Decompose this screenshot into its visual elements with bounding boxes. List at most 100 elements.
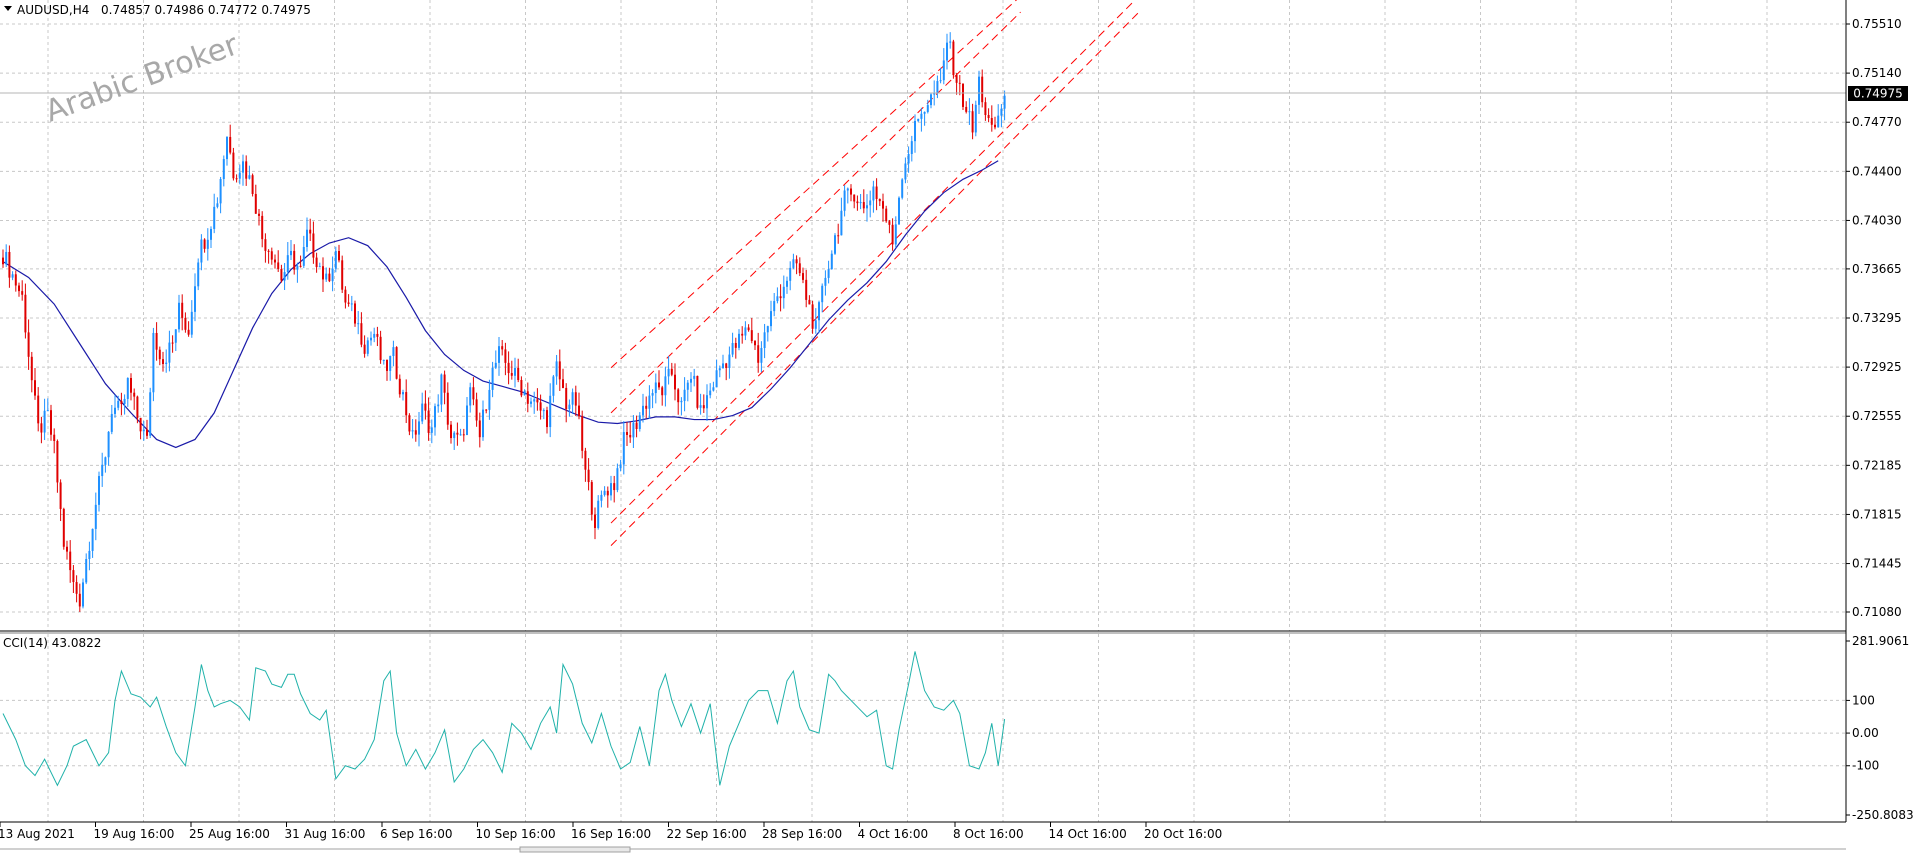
y-tick-label: 0.71815	[1852, 507, 1902, 521]
bear-candle	[280, 264, 283, 283]
cci-grid	[0, 634, 1846, 822]
bear-candle	[613, 475, 616, 503]
bear-candle	[984, 97, 987, 121]
bear-candle	[574, 385, 577, 417]
bull-candle	[667, 355, 670, 385]
bear-candle	[734, 337, 737, 359]
bear-candle	[802, 267, 804, 284]
x-tick-label: 25 Aug 16:00	[189, 827, 270, 841]
bull-candle	[434, 403, 436, 436]
bull-candle	[210, 226, 212, 249]
bull-candle	[88, 541, 91, 571]
bull-candle	[306, 217, 308, 252]
bear-candle	[424, 390, 427, 420]
y-tick-label: 0.73295	[1852, 311, 1902, 325]
bear-candle	[507, 351, 510, 385]
current-price-value: 0.74975	[1853, 87, 1903, 101]
dropdown-arrow-icon[interactable]	[4, 6, 12, 11]
bear-candle	[850, 184, 852, 202]
bull-candle	[706, 384, 708, 421]
bear-candle	[187, 321, 190, 337]
bull-candle	[760, 341, 763, 373]
y-tick-label: 0.74400	[1852, 164, 1902, 178]
bear-candle	[798, 257, 801, 277]
current-price-tag: 0.74975	[1848, 86, 1908, 101]
bear-candle	[885, 205, 888, 223]
cci-tick-label: -100	[1852, 759, 1879, 773]
bear-candle	[360, 312, 363, 348]
bear-candle	[853, 194, 856, 209]
bull-candle	[459, 428, 462, 436]
bull-candle	[152, 327, 155, 402]
bear-candle	[578, 392, 580, 420]
bear-candle	[501, 339, 504, 356]
x-tick-label: 28 Sep 16:00	[762, 827, 842, 841]
x-tick-label: 16 Sep 16:00	[571, 827, 651, 841]
bear-candle	[398, 374, 401, 398]
bear-candle	[805, 269, 808, 308]
bull-candle	[622, 421, 625, 475]
bull-candle	[491, 361, 494, 398]
bull-candle	[350, 295, 353, 312]
bull-candle	[552, 374, 555, 403]
channel-line-3[interactable]	[610, 0, 1139, 524]
bear-candle	[536, 388, 539, 411]
bear-candle	[629, 421, 632, 443]
bull-candle	[101, 452, 104, 487]
x-axis: 13 Aug 2021 19 Aug 16:00 25 Aug 16:00 31 Au…	[0, 822, 1222, 841]
bull-candle	[11, 271, 14, 281]
y-tick-label: 0.72925	[1852, 360, 1902, 374]
bear-candle	[958, 74, 961, 96]
chart-header: AUDUSD,H4 0.74857 0.74986 0.74772 0.7497…	[4, 3, 311, 17]
bear-candle	[133, 388, 136, 410]
bull-candle	[107, 431, 110, 466]
bear-candle	[363, 335, 366, 358]
bull-candle	[190, 300, 193, 338]
bear-candle	[626, 421, 628, 447]
bull-candle	[818, 300, 820, 334]
channel-line-4[interactable]	[610, 11, 1140, 546]
bull-candle	[402, 389, 404, 401]
bear-candle	[590, 480, 593, 521]
bear-candle	[245, 155, 248, 186]
bull-candle	[331, 256, 334, 292]
bear-candle	[376, 326, 379, 347]
bear-candle	[78, 583, 81, 612]
bear-candle	[661, 385, 664, 406]
cci-tick-label: -250.8083	[1852, 808, 1914, 822]
bear-candle	[485, 409, 488, 414]
bear-candle	[50, 404, 52, 441]
bull-candle	[5, 244, 8, 268]
channel-line-1[interactable]	[610, 0, 1021, 369]
bear-candle	[478, 412, 481, 448]
bull-candle	[830, 250, 833, 270]
bear-candle	[472, 377, 475, 406]
scrollbar-thumb[interactable]	[519, 846, 631, 853]
bear-candle	[658, 370, 660, 390]
bear-candle	[274, 254, 276, 269]
bull-candle	[923, 111, 926, 126]
bull-candle	[776, 287, 779, 304]
bear-candle	[232, 147, 235, 181]
bull-candle	[357, 311, 360, 335]
bull-candle	[894, 216, 897, 249]
bull-candle	[738, 329, 740, 351]
x-tick-label: 22 Sep 16:00	[667, 827, 747, 841]
bull-candle	[712, 381, 715, 392]
channel-line-2[interactable]	[610, 11, 1021, 414]
bear-candle	[184, 312, 187, 333]
bull-candle	[494, 350, 497, 370]
bear-candle	[994, 116, 996, 130]
bear-candle	[587, 458, 590, 491]
main-grid	[0, 0, 1846, 631]
bull-candle	[82, 578, 84, 609]
bear-candle	[677, 388, 680, 415]
bear-candle	[795, 255, 798, 275]
ohlc-values: 0.74857 0.74986 0.74772 0.74975	[101, 3, 311, 17]
bear-candle	[414, 419, 417, 442]
bull-candle	[616, 463, 619, 493]
bull-candle	[648, 385, 651, 420]
bull-candle	[914, 114, 916, 153]
candlesticks	[2, 32, 1006, 612]
